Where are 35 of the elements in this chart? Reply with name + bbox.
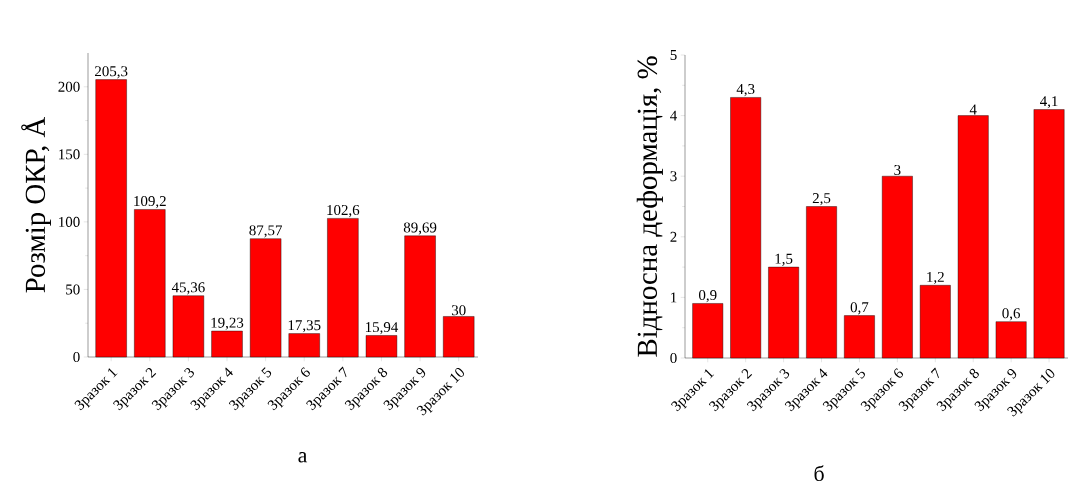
y-tick-label: 150 [59,149,80,160]
data-label: 4,3 [736,84,755,97]
data-label: 4 [969,104,977,115]
data-label: 4,1 [1040,96,1058,109]
data-label: 109,2 [134,196,166,209]
y-tick-label: 50 [66,284,80,295]
data-label: 45,36 [171,282,205,295]
data-label: 89,69 [403,222,437,235]
data-label: 87,57 [249,225,282,238]
data-label: 1,5 [775,253,793,266]
data-label: 2,5 [812,193,831,206]
y-axis-title: Відносна деформація, % [636,56,663,357]
data-label: 0,9 [698,290,717,303]
y-tick-label: 3 [670,171,677,182]
y-tick-label: 0 [670,352,677,364]
y-tick-label: 4 [670,110,677,121]
y-tick-label: 100 [59,216,80,227]
y-tick-label: 1 [671,292,677,303]
data-label: 30 [451,305,466,316]
y-tick-label: 200 [58,81,80,92]
data-label: 3 [894,164,901,175]
text: а [298,452,308,463]
data-label: 15,94 [365,322,399,335]
y-tick-label: 0 [73,351,80,363]
y-axis-title: Розмір ОКР, Å [21,116,51,293]
data-label: 17,35 [288,320,321,333]
data-label: 102,6 [327,204,360,218]
data-label: 1,2 [927,271,944,285]
y-tick-label: 2 [670,231,677,242]
y-tick-label: 5 [670,50,677,60]
data-label: 0,7 [850,302,869,315]
data-label: 205,3 [95,66,128,79]
data-label: 19,23 [211,317,244,330]
text: б [814,465,824,482]
data-label: 0,6 [1002,308,1021,321]
